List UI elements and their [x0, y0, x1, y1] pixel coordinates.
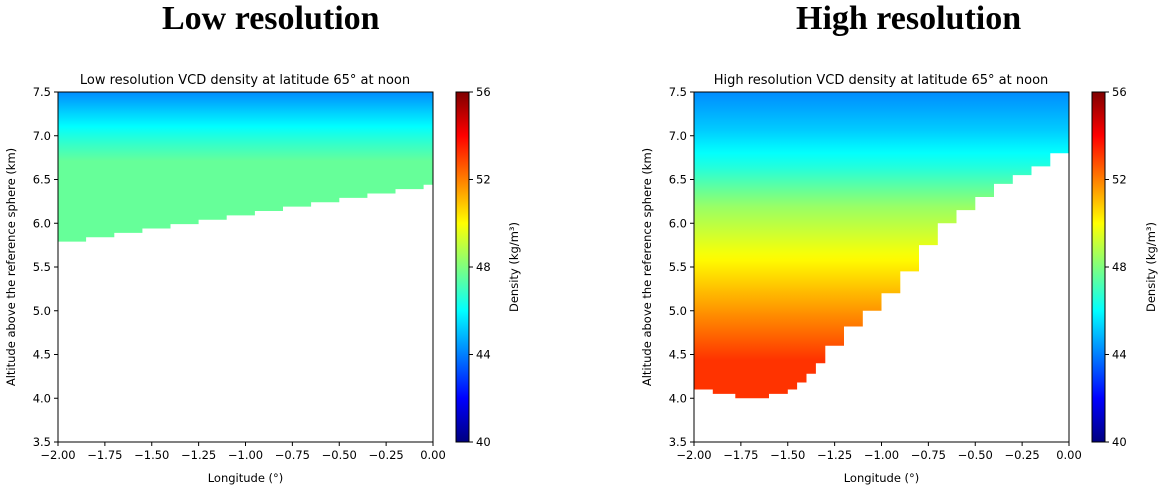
y-tick-label: 6.5	[33, 173, 51, 187]
colorbar-tick-label: 56	[476, 85, 491, 99]
y-tick-label: 7.0	[669, 129, 687, 143]
y-tick-label: 7.0	[33, 129, 51, 143]
x-tick-label: −1.25	[181, 448, 216, 462]
colorbar-tick-label: 40	[476, 435, 491, 449]
colorbar-label: Density (kg/m³)	[507, 222, 521, 312]
x-tick-label: −1.75	[87, 448, 122, 462]
y-axis-label: Altitude above the reference sphere (km)	[640, 148, 654, 386]
x-tick-label: −0.50	[958, 448, 993, 462]
y-tick-label: 4.5	[33, 348, 51, 362]
x-tick-label: −2.00	[676, 448, 711, 462]
x-tick-label: −0.50	[322, 448, 357, 462]
y-tick-label: 4.0	[33, 391, 51, 405]
x-tick-label: −0.25	[369, 448, 404, 462]
colorbar-tick-label: 52	[476, 173, 491, 187]
x-tick-label: −1.50	[134, 448, 169, 462]
y-tick-label: 5.5	[669, 260, 687, 274]
high-resolution-chart: High resolution VCD density at latitude …	[640, 73, 1158, 485]
x-tick-label: −2.00	[40, 448, 75, 462]
y-axis-label: Altitude above the reference sphere (km)	[4, 148, 18, 386]
x-tick-label: 0.00	[1056, 448, 1082, 462]
y-tick-label: 7.5	[33, 85, 51, 99]
y-tick-label: 6.0	[669, 216, 687, 230]
x-tick-label: −1.00	[864, 448, 899, 462]
y-tick-label: 3.5	[669, 435, 687, 449]
x-axis-label: Longitude (°)	[208, 471, 284, 485]
colorbar-tick-label: 44	[476, 348, 491, 362]
y-tick-label: 3.5	[33, 435, 51, 449]
x-tick-label: −1.25	[817, 448, 852, 462]
colorbar-label: Density (kg/m³)	[1144, 222, 1158, 312]
colorbar	[1091, 91, 1106, 443]
y-tick-label: 6.0	[33, 216, 51, 230]
colorbar-tick-label: 44	[1112, 348, 1127, 362]
low-resolution-chart: Low resolution VCD density at latitude 6…	[4, 73, 521, 485]
density-field	[694, 92, 1069, 399]
x-tick-label: −0.75	[275, 448, 310, 462]
y-tick-label: 6.5	[669, 173, 687, 187]
panel-title-high-resolution: High resolution	[796, 0, 1022, 37]
x-tick-label: −1.75	[723, 448, 758, 462]
x-tick-label: −0.75	[911, 448, 946, 462]
y-tick-label: 4.0	[669, 391, 687, 405]
y-tick-label: 5.5	[33, 260, 51, 274]
colorbar-tick-label: 56	[1112, 85, 1127, 99]
plot-title: High resolution VCD density at latitude …	[714, 73, 1049, 88]
x-tick-label: −1.50	[770, 448, 805, 462]
panel-title-low-resolution: Low resolution	[162, 0, 380, 37]
colorbar-tick-label: 52	[1112, 173, 1127, 187]
x-tick-label: −0.25	[1005, 448, 1040, 462]
colorbar-tick-label: 48	[1112, 260, 1127, 274]
x-axis-label: Longitude (°)	[844, 471, 920, 485]
x-tick-label: 0.00	[420, 448, 446, 462]
plot-title: Low resolution VCD density at latitude 6…	[80, 73, 410, 88]
x-tick-label: −1.00	[228, 448, 263, 462]
colorbar-tick-label: 40	[1112, 435, 1127, 449]
y-tick-label: 5.0	[33, 304, 51, 318]
y-tick-label: 7.5	[669, 85, 687, 99]
y-tick-label: 4.5	[669, 348, 687, 362]
density-field	[58, 92, 433, 246]
colorbar-tick-label: 48	[476, 260, 491, 274]
y-tick-label: 5.0	[669, 304, 687, 318]
colorbar	[455, 91, 470, 443]
